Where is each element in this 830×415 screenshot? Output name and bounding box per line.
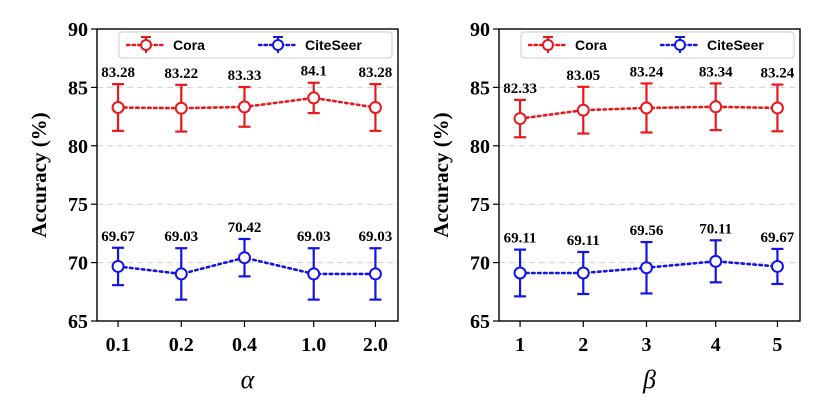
plot-frame [498, 28, 801, 322]
y-tick-label: 75 [470, 194, 490, 216]
data-point [174, 267, 188, 281]
y-tick-label: 70 [68, 253, 88, 275]
y-tick-label: 85 [68, 77, 88, 99]
data-point [639, 261, 653, 275]
chart-1: 65 70 75 80 85 90 0.1 0.2 0.4 1.0 2.0 Accuracy (%) α… [27, 19, 399, 394]
x-tick-label: 5 [772, 334, 782, 356]
data-point [307, 91, 321, 105]
legend-box [520, 31, 795, 59]
data-point [111, 100, 125, 114]
y-tick-label: 75 [68, 194, 88, 216]
x-tick-label: 0.2 [169, 334, 194, 356]
data-label: 83.24 [630, 64, 664, 80]
x-tick-label: 2.0 [363, 334, 388, 356]
data-point [709, 254, 723, 268]
x-axis-label: α [241, 365, 256, 394]
data-point [237, 251, 251, 265]
data-label: 69.67 [761, 230, 795, 246]
x-axis-label: β [642, 365, 656, 394]
y-axis-label: Accuracy (%) [27, 112, 51, 237]
data-point [770, 259, 784, 273]
data-point [513, 112, 527, 126]
data-point [111, 259, 125, 273]
legend-label: Cora [173, 37, 205, 53]
legend-marker [140, 39, 152, 51]
legend: Cora CiteSeer [520, 31, 795, 59]
y-tick-label: 80 [68, 136, 88, 158]
data-label: 69.67 [101, 229, 135, 245]
x-tick-label: 0.1 [106, 334, 131, 356]
series-citeseer: 69.67 69.03 70.42 69.03 69.03 [101, 220, 393, 301]
data-label: 69.03 [359, 229, 393, 245]
plot-frame [96, 28, 399, 322]
data-label: 70.11 [699, 221, 732, 237]
data-label: 83.28 [359, 65, 393, 81]
x-tick-label: 1 [515, 334, 525, 356]
data-point [576, 266, 590, 280]
series-cora: 83.28 83.22 83.33 84.1 83.28 [101, 64, 393, 133]
data-label: 82.33 [503, 81, 537, 97]
legend-label: CiteSeer [707, 37, 764, 53]
legend-label: Cora [575, 37, 607, 53]
x-tick-label: 2 [578, 334, 588, 356]
data-point [368, 267, 382, 281]
x-tick-label: 3 [641, 334, 651, 356]
data-label: 69.03 [297, 229, 331, 245]
data-label: 83.33 [228, 68, 262, 84]
legend-marker [674, 39, 686, 51]
data-label: 84.1 [301, 64, 327, 80]
x-tick-label: 0.4 [232, 334, 257, 356]
data-label: 69.03 [164, 229, 198, 245]
y-tick-label: 65 [68, 311, 88, 333]
data-point [237, 100, 251, 114]
data-point [368, 100, 382, 114]
y-tick-label: 65 [470, 311, 490, 333]
y-axis-label: Accuracy (%) [429, 112, 453, 237]
x-tick-label: 4 [711, 334, 721, 356]
data-label: 83.05 [566, 68, 600, 84]
legend-marker [272, 39, 284, 51]
data-label: 69.56 [630, 223, 664, 239]
chart-2: 65 70 75 80 85 90 1 2 3 4 5 Accuracy (%) β 82.33 83.05… [429, 19, 801, 394]
series-citeseer: 69.11 69.11 69.56 70.11 69.67 [504, 221, 795, 298]
data-label: 70.42 [228, 220, 262, 236]
y-tick-label: 90 [470, 19, 490, 41]
data-label: 69.11 [567, 233, 600, 249]
x-tick-label: 1.0 [301, 334, 326, 356]
data-label: 83.22 [164, 66, 198, 82]
data-point [709, 100, 723, 114]
data-point [513, 266, 527, 280]
y-tick-label: 80 [470, 136, 490, 158]
data-point [307, 267, 321, 281]
data-point [770, 101, 784, 115]
legend-box [118, 31, 393, 59]
data-label: 83.34 [699, 64, 733, 80]
series-cora: 82.33 83.05 83.24 83.34 83.24 [503, 64, 795, 139]
legend-marker [542, 39, 554, 51]
y-tick-label: 70 [470, 253, 490, 275]
data-point [576, 103, 590, 117]
data-label: 83.24 [761, 66, 795, 82]
legend-label: CiteSeer [305, 37, 362, 53]
legend: Cora CiteSeer [118, 31, 393, 59]
data-point [639, 101, 653, 115]
data-point [174, 101, 188, 115]
y-tick-label: 90 [68, 19, 88, 41]
data-label: 69.11 [504, 231, 537, 247]
data-label: 83.28 [101, 65, 135, 81]
y-tick-label: 85 [470, 77, 490, 99]
